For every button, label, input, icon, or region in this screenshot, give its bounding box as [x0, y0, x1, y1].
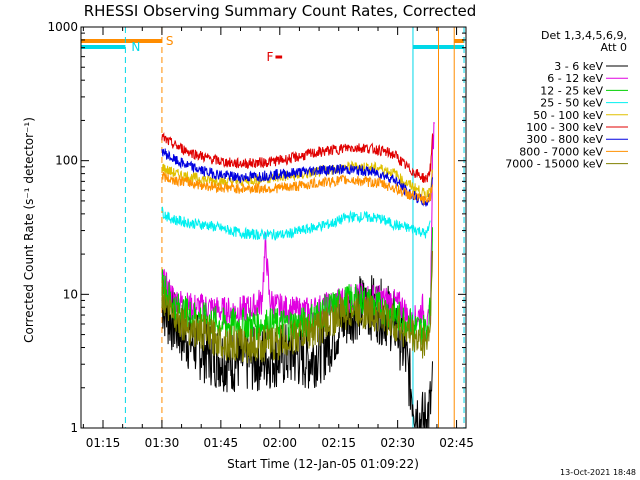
y-axis-label: Corrected Count Rate (s⁻¹ detector⁻¹) [22, 117, 36, 343]
legend-label: 12 - 25 keV [540, 84, 603, 97]
legend-label: 3 - 6 keV [554, 60, 603, 73]
series-line-7000-15000-keV [161, 250, 433, 364]
plot-frame [80, 26, 467, 429]
series-line-100-300-keV [161, 132, 433, 183]
y-tick-label: 10 [63, 287, 78, 301]
x-axis-ticks: 01:15 01:30 01:45 02:00 02:15 02:30 02:45 [82, 27, 474, 450]
annotation-N: N [131, 40, 140, 54]
x-tick-label: 02:00 [262, 436, 297, 450]
y-tick-label: 100 [55, 154, 78, 168]
annotations: N S F [131, 34, 273, 64]
x-tick-label: 01:15 [86, 436, 121, 450]
x-axis-label: Start Time (12-Jan-05 01:09:22) [227, 457, 419, 471]
legend-header-line-1: Det 1,3,4,5,6,9, [541, 29, 627, 42]
x-tick-label: 01:45 [204, 436, 239, 450]
series-line-800-7000-keV [161, 171, 433, 206]
y-axis-ticks: 1 10 100 1000 [47, 20, 466, 435]
x-tick-label: 02:45 [439, 436, 474, 450]
annotation-S: S [166, 34, 174, 48]
chart-title: RHESSI Observing Summary Count Rates, Co… [84, 2, 477, 20]
y-tick-label: 1000 [47, 20, 78, 34]
annotation-F: F [267, 50, 274, 64]
series-line-300-800-keV [161, 148, 433, 207]
x-tick-label: 02:30 [380, 436, 415, 450]
legend-label: 7000 - 15000 keV [505, 158, 603, 171]
y-tick-label: 1 [70, 421, 78, 435]
legend-label: 100 - 300 keV [526, 121, 603, 134]
legend-label: 800 - 7000 keV [519, 145, 603, 158]
legend-label: 25 - 50 keV [540, 97, 603, 110]
x-tick-label: 01:30 [145, 436, 180, 450]
data-series [161, 121, 435, 429]
legend-header-line-2: Att 0 [601, 41, 627, 54]
series-line-25-50-keV [161, 206, 431, 241]
plot-timestamp: 13-Oct-2021 18:48 [560, 468, 636, 477]
legend-label: 50 - 100 keV [533, 109, 603, 122]
x-tick-label: 02:15 [321, 436, 356, 450]
legend-label: 300 - 800 keV [526, 133, 603, 146]
legend-label: 6 - 12 keV [547, 72, 603, 85]
